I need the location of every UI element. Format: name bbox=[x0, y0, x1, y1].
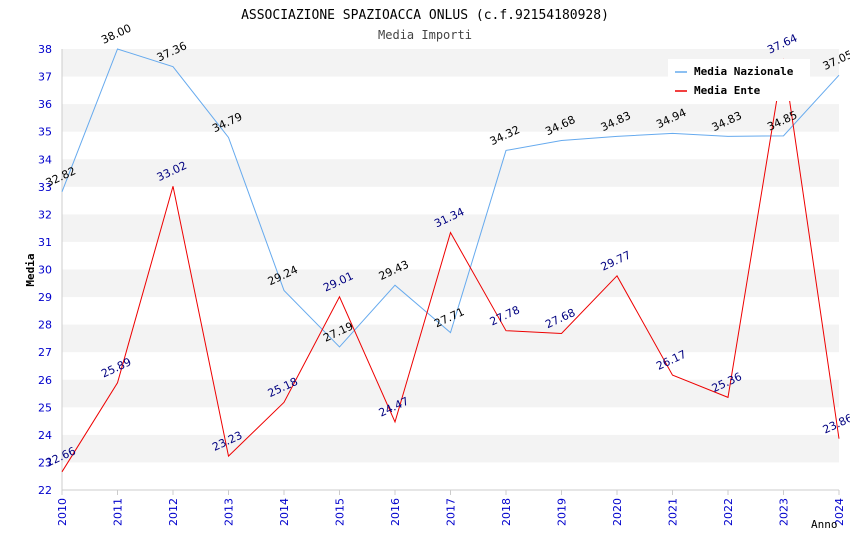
data-label-media-nazionale: 38.00 bbox=[99, 22, 133, 47]
y-tick-label: 25 bbox=[38, 401, 52, 414]
y-tick-label: 27 bbox=[38, 346, 52, 359]
y-tick-label: 38 bbox=[38, 43, 52, 56]
band-23 bbox=[62, 434, 839, 463]
legend: Media Nazionale Media Ente bbox=[668, 59, 810, 101]
x-tick-label: 2013 bbox=[223, 498, 236, 526]
x-tick-label: 2018 bbox=[500, 498, 513, 526]
legend-box bbox=[668, 59, 810, 101]
data-label-media-ente: 22.66 bbox=[44, 444, 78, 469]
x-tick-label: 2023 bbox=[778, 498, 791, 526]
axes bbox=[61, 49, 839, 491]
y-tick-label: 29 bbox=[38, 291, 52, 304]
y-tick-label: 34 bbox=[38, 153, 52, 166]
chart-subtitle: Media Importi bbox=[378, 28, 472, 42]
band-35 bbox=[62, 104, 839, 132]
data-label-media-ente: 25.89 bbox=[99, 355, 133, 380]
y-tick-label: 22 bbox=[38, 484, 52, 497]
y-tick-label: 31 bbox=[38, 236, 52, 249]
x-tick-label: 2012 bbox=[167, 498, 180, 526]
band-27 bbox=[62, 324, 839, 353]
series-line-media-ente bbox=[61, 58, 840, 473]
x-tick-label: 2017 bbox=[445, 498, 458, 526]
legend-label-media-nazionale: Media Nazionale bbox=[694, 65, 794, 78]
x-tick-label: 2022 bbox=[722, 498, 735, 526]
y-tick-label: 26 bbox=[38, 374, 52, 387]
chart-title: ASSOCIAZIONE SPAZIOACCA ONLUS (c.f.92154… bbox=[241, 8, 609, 23]
x-axis-ticks: 2010 2011 2012 2013 2014 2015 2016 2017 2018 2019… bbox=[56, 490, 846, 526]
y-tick-label: 28 bbox=[38, 319, 52, 332]
series-lines bbox=[61, 48, 840, 473]
x-tick-label: 2024 bbox=[833, 498, 846, 526]
x-tick-label: 2010 bbox=[56, 498, 69, 526]
y-tick-label: 23 bbox=[38, 456, 52, 469]
x-tick-label: 2014 bbox=[278, 498, 291, 526]
legend-label-media-ente: Media Ente bbox=[694, 84, 761, 97]
y-tick-label: 36 bbox=[38, 98, 52, 111]
y-axis-label: Media bbox=[24, 253, 37, 286]
x-axis-label: Anno bbox=[811, 518, 838, 531]
band-31 bbox=[62, 214, 839, 242]
y-tick-label: 35 bbox=[38, 126, 52, 139]
x-tick-label: 2016 bbox=[389, 498, 402, 526]
x-tick-label: 2011 bbox=[112, 498, 125, 526]
y-tick-label: 37 bbox=[38, 71, 52, 84]
y-tick-label: 30 bbox=[38, 264, 52, 277]
x-tick-label: 2020 bbox=[611, 498, 624, 526]
x-tick-label: 2015 bbox=[334, 498, 347, 526]
band-25 bbox=[62, 379, 839, 408]
band-29 bbox=[62, 269, 839, 298]
background-bands bbox=[62, 49, 839, 463]
y-tick-label: 32 bbox=[38, 208, 52, 221]
y-tick-label: 24 bbox=[38, 429, 52, 442]
x-tick-label: 2019 bbox=[556, 498, 569, 526]
band-33 bbox=[62, 159, 839, 187]
x-tick-label: 2021 bbox=[667, 498, 680, 526]
y-tick-label: 33 bbox=[38, 181, 52, 194]
y-axis-ticks: 22 23 24 25 26 27 28 29 30 31 32 33 34 35 36 37 38 bbox=[38, 43, 52, 497]
series-line-media-nazionale bbox=[61, 48, 840, 348]
